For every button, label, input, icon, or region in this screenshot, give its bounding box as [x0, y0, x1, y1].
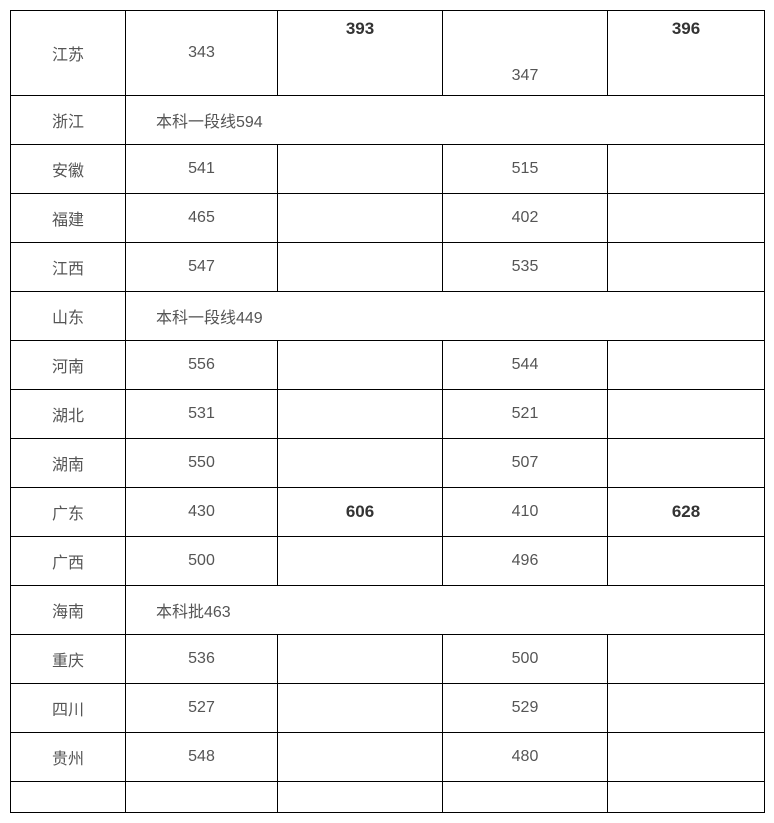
- table-row: 山东本科一段线449: [11, 292, 765, 341]
- table-row: 浙江本科一段线594: [11, 96, 765, 145]
- value-cell: 550: [126, 439, 278, 488]
- value-cell: 527: [126, 684, 278, 733]
- value-cell: 480: [443, 733, 608, 782]
- value-cell: 343: [126, 11, 278, 96]
- value-cell: 430: [126, 488, 278, 537]
- province-cell: 江西: [11, 243, 126, 292]
- value-cell: [608, 145, 765, 194]
- value-cell: [608, 733, 765, 782]
- merged-cell: 本科一段线594: [126, 96, 765, 145]
- value-cell: 544: [443, 341, 608, 390]
- value-cell: [278, 390, 443, 439]
- value-cell: [608, 537, 765, 586]
- value-cell: [278, 635, 443, 684]
- value-cell: 531: [126, 390, 278, 439]
- table-row: 湖北531 521: [11, 390, 765, 439]
- value-cell: 536: [126, 635, 278, 684]
- value-cell: [278, 145, 443, 194]
- table-row: 广东430606410628: [11, 488, 765, 537]
- value-cell: 521: [443, 390, 608, 439]
- table-row: 江西547 535: [11, 243, 765, 292]
- value-cell: [608, 439, 765, 488]
- province-cell: 贵州: [11, 733, 126, 782]
- value-cell: 535: [443, 243, 608, 292]
- province-cell: 广东: [11, 488, 126, 537]
- table-row: 重庆536 500: [11, 635, 765, 684]
- value-cell: 547: [126, 243, 278, 292]
- value-cell: [608, 635, 765, 684]
- table-row: 福建465 402: [11, 194, 765, 243]
- empty-cell: [278, 782, 443, 813]
- province-cell: 江苏: [11, 11, 126, 96]
- value-cell: [278, 439, 443, 488]
- value-cell: 396: [608, 11, 765, 96]
- province-cell: 山东: [11, 292, 126, 341]
- province-cell: 广西: [11, 537, 126, 586]
- value-cell: [278, 243, 443, 292]
- value-cell: 402: [443, 194, 608, 243]
- value-cell: 541: [126, 145, 278, 194]
- value-cell: [278, 684, 443, 733]
- value-cell: 496: [443, 537, 608, 586]
- table-body: 江苏343393347396浙江本科一段线594安徽541515福建465402…: [11, 11, 765, 813]
- merged-cell: 本科一段线449: [126, 292, 765, 341]
- value-cell: 347: [443, 11, 608, 96]
- value-cell: [608, 341, 765, 390]
- province-cell: 河南: [11, 341, 126, 390]
- empty-cell: [608, 782, 765, 813]
- empty-cell: [443, 782, 608, 813]
- value-cell: 465: [126, 194, 278, 243]
- table-row: 贵州548 480: [11, 733, 765, 782]
- province-cell: 四川: [11, 684, 126, 733]
- province-cell: 湖南: [11, 439, 126, 488]
- table-row: 江苏343393347396: [11, 11, 765, 96]
- province-cell: 海南: [11, 586, 126, 635]
- value-cell: 515: [443, 145, 608, 194]
- value-cell: 548: [126, 733, 278, 782]
- province-cell: 湖北: [11, 390, 126, 439]
- province-cell: 福建: [11, 194, 126, 243]
- value-cell: 628: [608, 488, 765, 537]
- value-cell: [608, 243, 765, 292]
- value-cell: 410: [443, 488, 608, 537]
- value-cell: [278, 733, 443, 782]
- empty-cell: [11, 782, 126, 813]
- province-cell: 重庆: [11, 635, 126, 684]
- table-row: 河南556 544: [11, 341, 765, 390]
- value-cell: 606: [278, 488, 443, 537]
- table-row: 安徽541 515: [11, 145, 765, 194]
- value-cell: 507: [443, 439, 608, 488]
- empty-cell: [126, 782, 278, 813]
- value-cell: [608, 194, 765, 243]
- value-cell: [278, 537, 443, 586]
- value-cell: 500: [126, 537, 278, 586]
- value-cell: [278, 341, 443, 390]
- table-row: 海南本科批463: [11, 586, 765, 635]
- table-row: [11, 782, 765, 813]
- province-cell: 安徽: [11, 145, 126, 194]
- value-cell: [608, 390, 765, 439]
- table-row: 四川527 529: [11, 684, 765, 733]
- table-row: 湖南550 507: [11, 439, 765, 488]
- province-cell: 浙江: [11, 96, 126, 145]
- score-table: 江苏343393347396浙江本科一段线594安徽541515福建465402…: [10, 10, 765, 813]
- table-row: 广西500 496: [11, 537, 765, 586]
- merged-cell: 本科批463: [126, 586, 765, 635]
- value-cell: 393: [278, 11, 443, 96]
- value-cell: 500: [443, 635, 608, 684]
- value-cell: [278, 194, 443, 243]
- value-cell: 529: [443, 684, 608, 733]
- value-cell: [608, 684, 765, 733]
- value-cell: 556: [126, 341, 278, 390]
